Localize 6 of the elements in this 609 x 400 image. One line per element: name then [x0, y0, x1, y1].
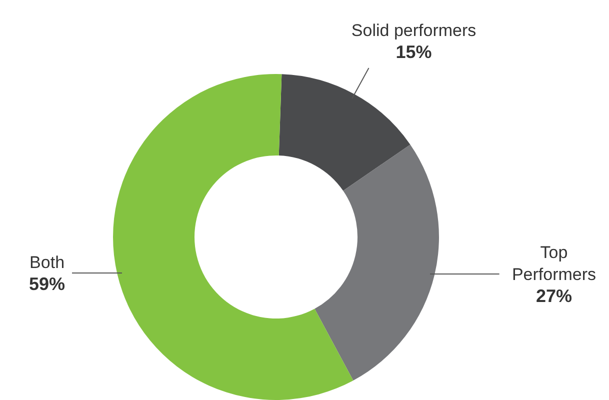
data-label: 27% [536, 286, 572, 306]
data-label: 15% [396, 42, 432, 62]
slice-label: Both [30, 252, 65, 272]
data-label: 59% [29, 274, 66, 294]
slice-label: Top Performers [512, 243, 596, 284]
slice-label: Solid performers [351, 20, 476, 40]
